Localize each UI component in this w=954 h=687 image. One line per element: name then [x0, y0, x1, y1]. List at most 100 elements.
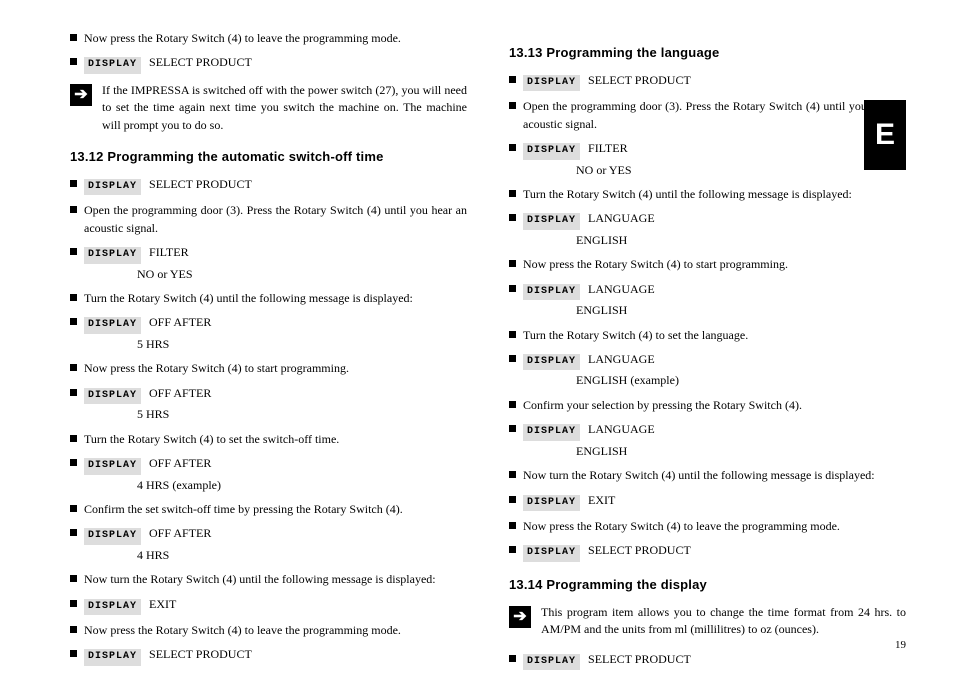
item-subtext: 5 HRS [137, 336, 467, 353]
bullet-icon [509, 190, 516, 197]
item-body: DISPLAY LANGUAGE [523, 281, 906, 301]
display-text: LANGUAGE [588, 282, 655, 296]
item-text: Now turn the Rotary Switch (4) until the… [84, 572, 436, 586]
bullet-icon [70, 206, 77, 213]
display-badge: DISPLAY [84, 649, 141, 666]
list-item: DISPLAY EXIT [509, 492, 906, 512]
page-number: 19 [895, 638, 906, 654]
display-badge: DISPLAY [523, 654, 580, 671]
bullet-icon [70, 294, 77, 301]
bullet-icon [509, 401, 516, 408]
list-item: Now press the Rotary Switch (4) to leave… [70, 30, 467, 47]
display-text: LANGUAGE [588, 422, 655, 436]
display-text: OFF AFTER [149, 386, 211, 400]
right-column: 13.13 Programming the languageDISPLAY SE… [509, 30, 906, 677]
item-body: Now press the Rotary Switch (4) to leave… [523, 518, 906, 535]
display-badge: DISPLAY [523, 354, 580, 371]
bullet-icon [70, 389, 77, 396]
list-item: DISPLAY EXIT [70, 596, 467, 616]
display-text: LANGUAGE [588, 352, 655, 366]
display-text: OFF AFTER [149, 526, 211, 540]
list-item: DISPLAY LANGUAGE [509, 210, 906, 230]
display-badge: DISPLAY [523, 75, 580, 92]
list-item: DISPLAY SELECT PRODUCT [70, 176, 467, 196]
item-subtext: ENGLISH [576, 302, 906, 319]
item-body: DISPLAY SELECT PRODUCT [84, 54, 467, 74]
item-body: Now press the Rotary Switch (4) to start… [523, 256, 906, 273]
item-body: DISPLAY OFF AFTER [84, 525, 467, 545]
item-body: DISPLAY LANGUAGE [523, 351, 906, 371]
display-badge: DISPLAY [84, 528, 141, 545]
display-text: EXIT [588, 493, 615, 507]
item-body: Turn the Rotary Switch (4) to set the la… [523, 327, 906, 344]
display-badge: DISPLAY [84, 179, 141, 196]
list-item: Open the programming door (3). Press the… [70, 202, 467, 237]
item-body: DISPLAY LANGUAGE [523, 421, 906, 441]
item-body: Turn the Rotary Switch (4) until the fol… [84, 290, 467, 307]
item-text: Turn the Rotary Switch (4) to set the la… [523, 328, 748, 342]
item-subtext: ENGLISH (example) [576, 372, 906, 389]
note-text: This program item allows you to change t… [541, 604, 906, 639]
item-body: DISPLAY EXIT [84, 596, 467, 616]
item-body: DISPLAY OFF AFTER [84, 455, 467, 475]
bullet-icon [509, 355, 516, 362]
display-badge: DISPLAY [84, 317, 141, 334]
item-subtext: NO or YES [137, 266, 467, 283]
list-item: Now turn the Rotary Switch (4) until the… [70, 571, 467, 588]
list-item: Now press the Rotary Switch (4) to start… [70, 360, 467, 377]
bullet-icon [70, 58, 77, 65]
bullet-icon [70, 626, 77, 633]
list-item: DISPLAY OFF AFTER [70, 525, 467, 545]
bullet-icon [509, 144, 516, 151]
item-text: Confirm the set switch-off time by press… [84, 502, 403, 516]
display-text: LANGUAGE [588, 211, 655, 225]
display-badge: DISPLAY [84, 599, 141, 616]
arrow-icon: ➔ [509, 606, 531, 628]
bullet-icon [70, 529, 77, 536]
bullet-icon [70, 435, 77, 442]
display-text: SELECT PRODUCT [149, 177, 252, 191]
bullet-icon [509, 425, 516, 432]
display-badge: DISPLAY [84, 57, 141, 74]
bullet-icon [509, 285, 516, 292]
list-item: Now press the Rotary Switch (4) to start… [509, 256, 906, 273]
section-heading: 13.12 Programming the automatic switch-o… [70, 148, 467, 167]
display-badge: DISPLAY [523, 495, 580, 512]
section-heading: 13.14 Programming the display [509, 576, 906, 595]
display-text: SELECT PRODUCT [588, 543, 691, 557]
left-column: Now press the Rotary Switch (4) to leave… [70, 30, 467, 677]
bullet-icon [509, 214, 516, 221]
item-body: DISPLAY SELECT PRODUCT [84, 176, 467, 196]
list-item: DISPLAY LANGUAGE [509, 351, 906, 371]
bullet-icon [70, 248, 77, 255]
list-item: Turn the Rotary Switch (4) to set the la… [509, 327, 906, 344]
list-item: DISPLAY FILTER [70, 244, 467, 264]
item-body: DISPLAY FILTER [84, 244, 467, 264]
list-item: DISPLAY OFF AFTER [70, 385, 467, 405]
item-text: Now turn the Rotary Switch (4) until the… [523, 468, 875, 482]
item-subtext: 4 HRS [137, 547, 467, 564]
bullet-icon [70, 180, 77, 187]
display-badge: DISPLAY [84, 247, 141, 264]
list-item: Open the programming door (3). Press the… [509, 98, 906, 133]
item-body: DISPLAY EXIT [523, 492, 906, 512]
item-body: Turn the Rotary Switch (4) until the fol… [523, 186, 906, 203]
item-body: Now turn the Rotary Switch (4) until the… [523, 467, 906, 484]
item-body: DISPLAY SELECT PRODUCT [523, 72, 906, 92]
list-item: Turn the Rotary Switch (4) until the fol… [70, 290, 467, 307]
item-body: Now press the Rotary Switch (4) to leave… [84, 622, 467, 639]
list-item: Turn the Rotary Switch (4) to set the sw… [70, 431, 467, 448]
list-item: Turn the Rotary Switch (4) until the fol… [509, 186, 906, 203]
item-body: Open the programming door (3). Press the… [523, 98, 906, 133]
bullet-icon [509, 102, 516, 109]
list-item: DISPLAY SELECT PRODUCT [70, 54, 467, 74]
bullet-icon [509, 522, 516, 529]
item-body: DISPLAY SELECT PRODUCT [523, 651, 906, 671]
bullet-icon [509, 496, 516, 503]
item-subtext: 5 HRS [137, 406, 467, 423]
list-item: Now press the Rotary Switch (4) to leave… [70, 622, 467, 639]
item-text: Open the programming door (3). Press the… [84, 203, 467, 234]
list-item: Confirm the set switch-off time by press… [70, 501, 467, 518]
display-text: OFF AFTER [149, 315, 211, 329]
item-subtext: 4 HRS (example) [137, 477, 467, 494]
